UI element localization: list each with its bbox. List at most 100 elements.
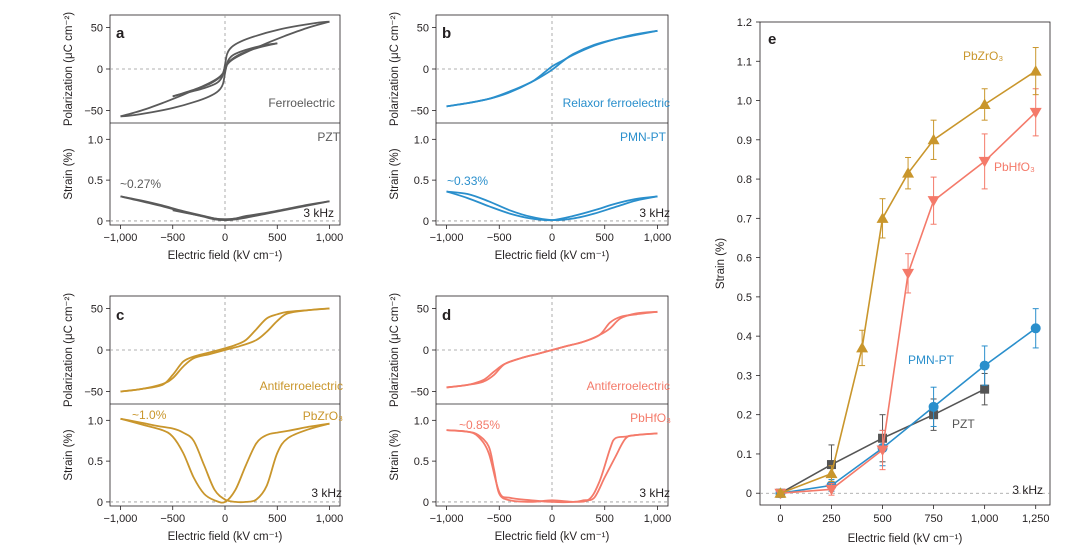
series-label: PMN-PT [908, 353, 955, 367]
y-tick-label: −50 [84, 106, 103, 118]
y-tick-label: 0.3 [737, 370, 752, 382]
data-point-triangle-up [856, 341, 869, 353]
x-axis-label: Electric field (kV cm⁻¹) [168, 250, 283, 262]
polarization-loop-curve [120, 307, 330, 393]
y-tick-label: 50 [417, 22, 429, 34]
polarization-loop-curve [120, 20, 330, 118]
max-strain-annotation: ~0.33% [447, 174, 488, 188]
data-point-square [826, 460, 836, 470]
y-tick-label: −50 [410, 387, 429, 399]
x-tick-label: 1,000 [644, 513, 672, 525]
y-tick-label: 0 [97, 64, 103, 76]
y-tick-label: −50 [84, 387, 103, 399]
y-tick-label: 50 [417, 303, 429, 315]
strain-axis-label: Strain (%) [389, 148, 401, 199]
x-tick-label: 500 [268, 513, 286, 525]
x-tick-label: 0 [777, 513, 783, 525]
material-label: PZT [317, 130, 340, 144]
y-tick-label: 0.9 [737, 135, 752, 147]
strain-loop-curve [446, 429, 658, 504]
strain-loop-curve [446, 429, 658, 503]
panel-letter: c [116, 307, 124, 324]
material-label: PMN-PT [620, 130, 667, 144]
max-strain-annotation: ~0.85% [459, 418, 500, 432]
data-point-circle [979, 360, 990, 371]
x-tick-label: 0 [222, 513, 228, 525]
frequency-label: 3 kHz [1012, 483, 1043, 497]
strain-loop-curve [446, 190, 658, 222]
data-point-triangle-up [902, 167, 915, 178]
polarization-axis-label: Polarization (μC cm⁻²) [63, 293, 75, 407]
y-tick-label: 0 [423, 216, 429, 228]
x-axis-label: Electric field (kV cm⁻¹) [848, 533, 963, 545]
strain-axis-label: Strain (%) [389, 429, 401, 480]
y-tick-label: 0.5 [88, 456, 103, 468]
y-tick-label: 0.6 [737, 253, 752, 265]
x-axis-label: Electric field (kV cm⁻¹) [168, 531, 283, 543]
x-tick-label: 0 [222, 232, 228, 244]
y-tick-label: 1.0 [88, 415, 103, 427]
data-point-circle [928, 401, 939, 412]
x-tick-label: −500 [487, 232, 512, 244]
strain-loop-curve [172, 209, 278, 221]
panel-d: 500−501.00.50−1,000 −500 0 500 1,000Electric… [389, 293, 671, 543]
y-tick-label: 0.1 [737, 449, 752, 461]
y-tick-label: 50 [91, 22, 103, 34]
data-point-triangle-up [1029, 65, 1042, 76]
x-tick-label: 1,000 [316, 513, 344, 525]
data-point-triangle-down [825, 484, 838, 496]
panel-letter: e [768, 31, 776, 48]
max-strain-annotation: ~0.27% [120, 177, 161, 191]
series-pbzro3 [774, 47, 1042, 498]
material-label: PbHfO₃ [630, 411, 671, 425]
x-tick-label: −500 [160, 513, 185, 525]
y-tick-label: 1.0 [414, 134, 429, 146]
y-tick-label: 1.1 [737, 56, 752, 68]
series-line [780, 327, 1037, 494]
series-pmn-pt [775, 308, 1041, 499]
y-tick-label: 0 [423, 497, 429, 509]
material-class-label: Antiferroelectric [260, 379, 343, 393]
x-tick-label: 250 [822, 513, 840, 525]
strain-loop-curve [120, 417, 330, 504]
material-class-label: Relaxor ferroelectric [563, 96, 670, 110]
series-pbhfo3 [774, 88, 1042, 500]
frequency-label: 3 kHz [303, 206, 334, 220]
y-tick-label: 0 [423, 64, 429, 76]
x-axis-label: Electric field (kV cm⁻¹) [495, 531, 610, 543]
data-point-triangle-down [876, 445, 889, 457]
x-tick-label: 500 [268, 232, 286, 244]
polarization-axis-label: Polarization (μC cm⁻²) [389, 12, 401, 126]
x-tick-label: −500 [487, 513, 512, 525]
x-tick-label: 0 [549, 232, 555, 244]
panel-e: 0 0.1 0.2 0.3 0.4 0.5 0.6 0.7 0.8 0.9 1.0 1.1 1.2 0 25… [715, 17, 1051, 545]
y-tick-label: 0.5 [88, 175, 103, 187]
polarization-loop-curve [120, 20, 330, 118]
y-tick-label: 0 [97, 216, 103, 228]
polarization-loop-curve [446, 310, 658, 389]
panel-letter: d [442, 307, 451, 324]
material-label: PbZrO₃ [303, 409, 343, 423]
series-line [780, 70, 1037, 494]
panel-c: 500−501.00.50−1,000 −500 0 500 1,000Electric… [63, 293, 343, 543]
material-class-label: Ferroelectric [268, 96, 335, 110]
polarization-loop-curve [446, 29, 658, 108]
series-label: PZT [952, 417, 975, 431]
y-tick-label: 0.4 [737, 331, 752, 343]
y-tick-label: 1.2 [737, 17, 752, 29]
data-point-triangle-up [978, 98, 991, 109]
x-tick-label: 0 [549, 513, 555, 525]
strain-axis-label: Strain (%) [63, 429, 75, 480]
polarization-axis-label: Polarization (μC cm⁻²) [389, 293, 401, 407]
data-point-triangle-up [927, 133, 940, 145]
plot-frame [759, 21, 1051, 506]
x-tick-label: −1,000 [103, 513, 137, 525]
x-axis-label: Electric field (kV cm⁻¹) [495, 250, 610, 262]
frequency-label: 3 kHz [639, 206, 670, 220]
panel-letter: b [442, 25, 451, 42]
polarization-axis-label: Polarization (μC cm⁻²) [63, 12, 75, 126]
x-tick-label: 500 [596, 232, 614, 244]
material-class-label: Antiferroelectric [587, 379, 670, 393]
x-tick-label: −500 [160, 232, 185, 244]
